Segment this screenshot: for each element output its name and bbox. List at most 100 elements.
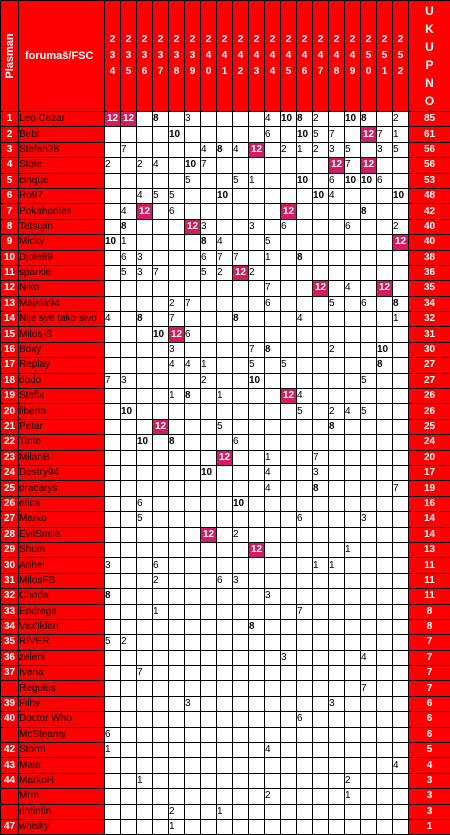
score-cell: 10 <box>361 173 377 188</box>
score-cell: 12 <box>201 527 217 542</box>
rank-cell: 11 <box>1 265 19 280</box>
score-cell <box>361 696 377 711</box>
score-cell <box>345 743 361 758</box>
score-cell <box>393 558 409 573</box>
score-cell <box>185 312 201 327</box>
score-cell <box>377 465 393 480</box>
score-cell <box>185 650 201 665</box>
username-cell: Tetsujin <box>19 219 105 234</box>
score-cell <box>249 496 265 511</box>
score-cell <box>169 265 185 280</box>
score-cell <box>185 773 201 788</box>
score-cell <box>393 804 409 819</box>
score-cell <box>393 542 409 557</box>
score-cell: 10 <box>297 173 313 188</box>
rank-cell: 17 <box>1 358 19 373</box>
score-cell <box>329 219 345 234</box>
score-cell <box>121 481 137 496</box>
score-cell <box>105 173 121 188</box>
score-cell: 7 <box>233 250 249 265</box>
score-cell <box>361 558 377 573</box>
score-cell <box>361 542 377 557</box>
score-cell <box>201 450 217 465</box>
username-cell: rintintin <box>19 804 105 819</box>
score-cell <box>329 573 345 588</box>
score-cell <box>233 542 249 557</box>
score-cell <box>297 327 313 342</box>
score-cell: 10 <box>233 496 249 511</box>
score-cell: 7 <box>137 666 153 681</box>
score-cell <box>377 789 393 804</box>
score-cell: 4 <box>153 158 169 173</box>
score-cell <box>249 666 265 681</box>
score-cell <box>249 235 265 250</box>
score-cell <box>105 650 121 665</box>
score-cell: 3 <box>137 265 153 280</box>
score-cell <box>201 681 217 696</box>
score-cell: 3 <box>185 696 201 711</box>
rank-cell: 28 <box>1 527 19 542</box>
score-cell <box>201 696 217 711</box>
score-cell: 5 <box>137 512 153 527</box>
score-cell: 6 <box>281 219 297 234</box>
score-cell <box>105 758 121 773</box>
score-cell <box>281 188 297 203</box>
score-cell <box>281 312 297 327</box>
score-cell <box>313 773 329 788</box>
score-cell <box>169 173 185 188</box>
score-cell: 10 <box>153 327 169 342</box>
score-cell: 6 <box>265 296 281 311</box>
rank-cell <box>1 789 19 804</box>
score-cell <box>393 527 409 542</box>
score-cell <box>377 389 393 404</box>
score-cell: 8 <box>377 358 393 373</box>
total-cell: 8 <box>409 604 450 619</box>
score-cell <box>233 219 249 234</box>
username-cell: Mala <box>19 758 105 773</box>
score-cell <box>105 666 121 681</box>
score-cell <box>233 666 249 681</box>
score-cell <box>393 204 409 219</box>
score-cell <box>361 743 377 758</box>
score-cell <box>233 758 249 773</box>
score-cell <box>281 527 297 542</box>
score-cell <box>121 465 137 480</box>
score-cell <box>137 281 153 296</box>
score-cell <box>153 204 169 219</box>
score-cell <box>233 296 249 311</box>
score-cell <box>393 358 409 373</box>
score-cell <box>361 142 377 157</box>
score-cell <box>185 142 201 157</box>
score-cell <box>233 481 249 496</box>
score-cell: 6 <box>201 250 217 265</box>
score-cell <box>393 635 409 650</box>
score-cell <box>233 619 249 634</box>
rank-cell: 39 <box>1 696 19 711</box>
score-cell <box>249 419 265 434</box>
score-cell <box>233 712 249 727</box>
score-cell <box>233 158 249 173</box>
score-cell <box>361 250 377 265</box>
score-cell <box>217 819 233 834</box>
score-cell <box>121 496 137 511</box>
rank-cell: 1 <box>1 112 19 127</box>
score-cell: 12 <box>393 235 409 250</box>
score-cell <box>361 804 377 819</box>
score-cell <box>137 573 153 588</box>
score-cell <box>233 419 249 434</box>
score-cell: 10 <box>345 112 361 127</box>
score-cell <box>121 358 137 373</box>
total-cell: 25 <box>409 419 450 434</box>
rank-cell: 19 <box>1 389 19 404</box>
score-cell <box>169 773 185 788</box>
username-cell: cinque <box>19 173 105 188</box>
score-cell <box>345 419 361 434</box>
